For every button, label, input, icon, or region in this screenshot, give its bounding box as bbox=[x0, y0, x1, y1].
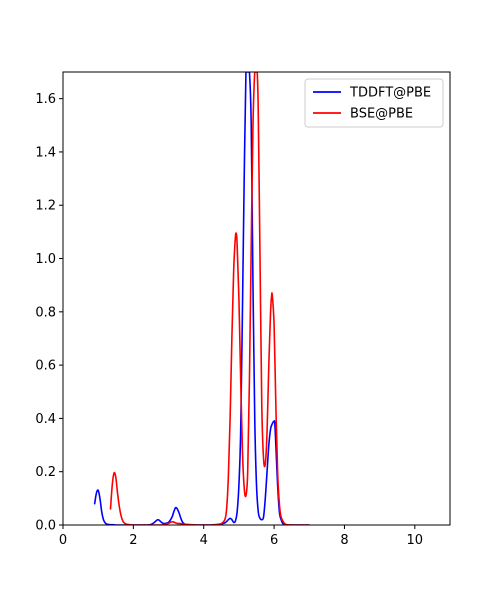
series-line-2 bbox=[109, 72, 311, 525]
x-tick-label: 4 bbox=[200, 533, 208, 548]
y-tick-label: 0.0 bbox=[35, 519, 56, 534]
x-tick-label: 2 bbox=[129, 533, 137, 548]
y-tick-label: 0.4 bbox=[35, 412, 56, 427]
y-tick-label: 1.2 bbox=[35, 199, 56, 214]
y-tick-label: 1.0 bbox=[35, 252, 56, 267]
x-tick-label: 8 bbox=[340, 533, 348, 548]
series-layer bbox=[93, 72, 311, 525]
x-tick-label: 10 bbox=[407, 533, 424, 548]
x-tick-label: 6 bbox=[270, 533, 278, 548]
plot-area bbox=[63, 72, 450, 525]
legend-box bbox=[304, 78, 444, 128]
plot-frame bbox=[62, 71, 451, 526]
y-tick-label: 1.4 bbox=[35, 145, 56, 160]
y-tick-label: 0.6 bbox=[35, 359, 56, 374]
axes-layer: 0 2 4 6 8 10 0.0 0.2 0.4 0.6 0.8 1.0 1.2 1.4 1.6 bbox=[35, 92, 423, 548]
legend-label-2: BSE@PBE bbox=[350, 107, 413, 122]
y-tick-label: 1.6 bbox=[35, 92, 56, 107]
series-line-1 bbox=[93, 72, 311, 525]
y-tick-label: 0.2 bbox=[35, 465, 56, 480]
legend: TDDFT@PBE BSE@PBE bbox=[304, 78, 444, 128]
y-tick-label: 0.8 bbox=[35, 305, 56, 320]
x-tick-label: 0 bbox=[59, 533, 67, 548]
legend-label-1: TDDFT@PBE bbox=[349, 86, 431, 101]
